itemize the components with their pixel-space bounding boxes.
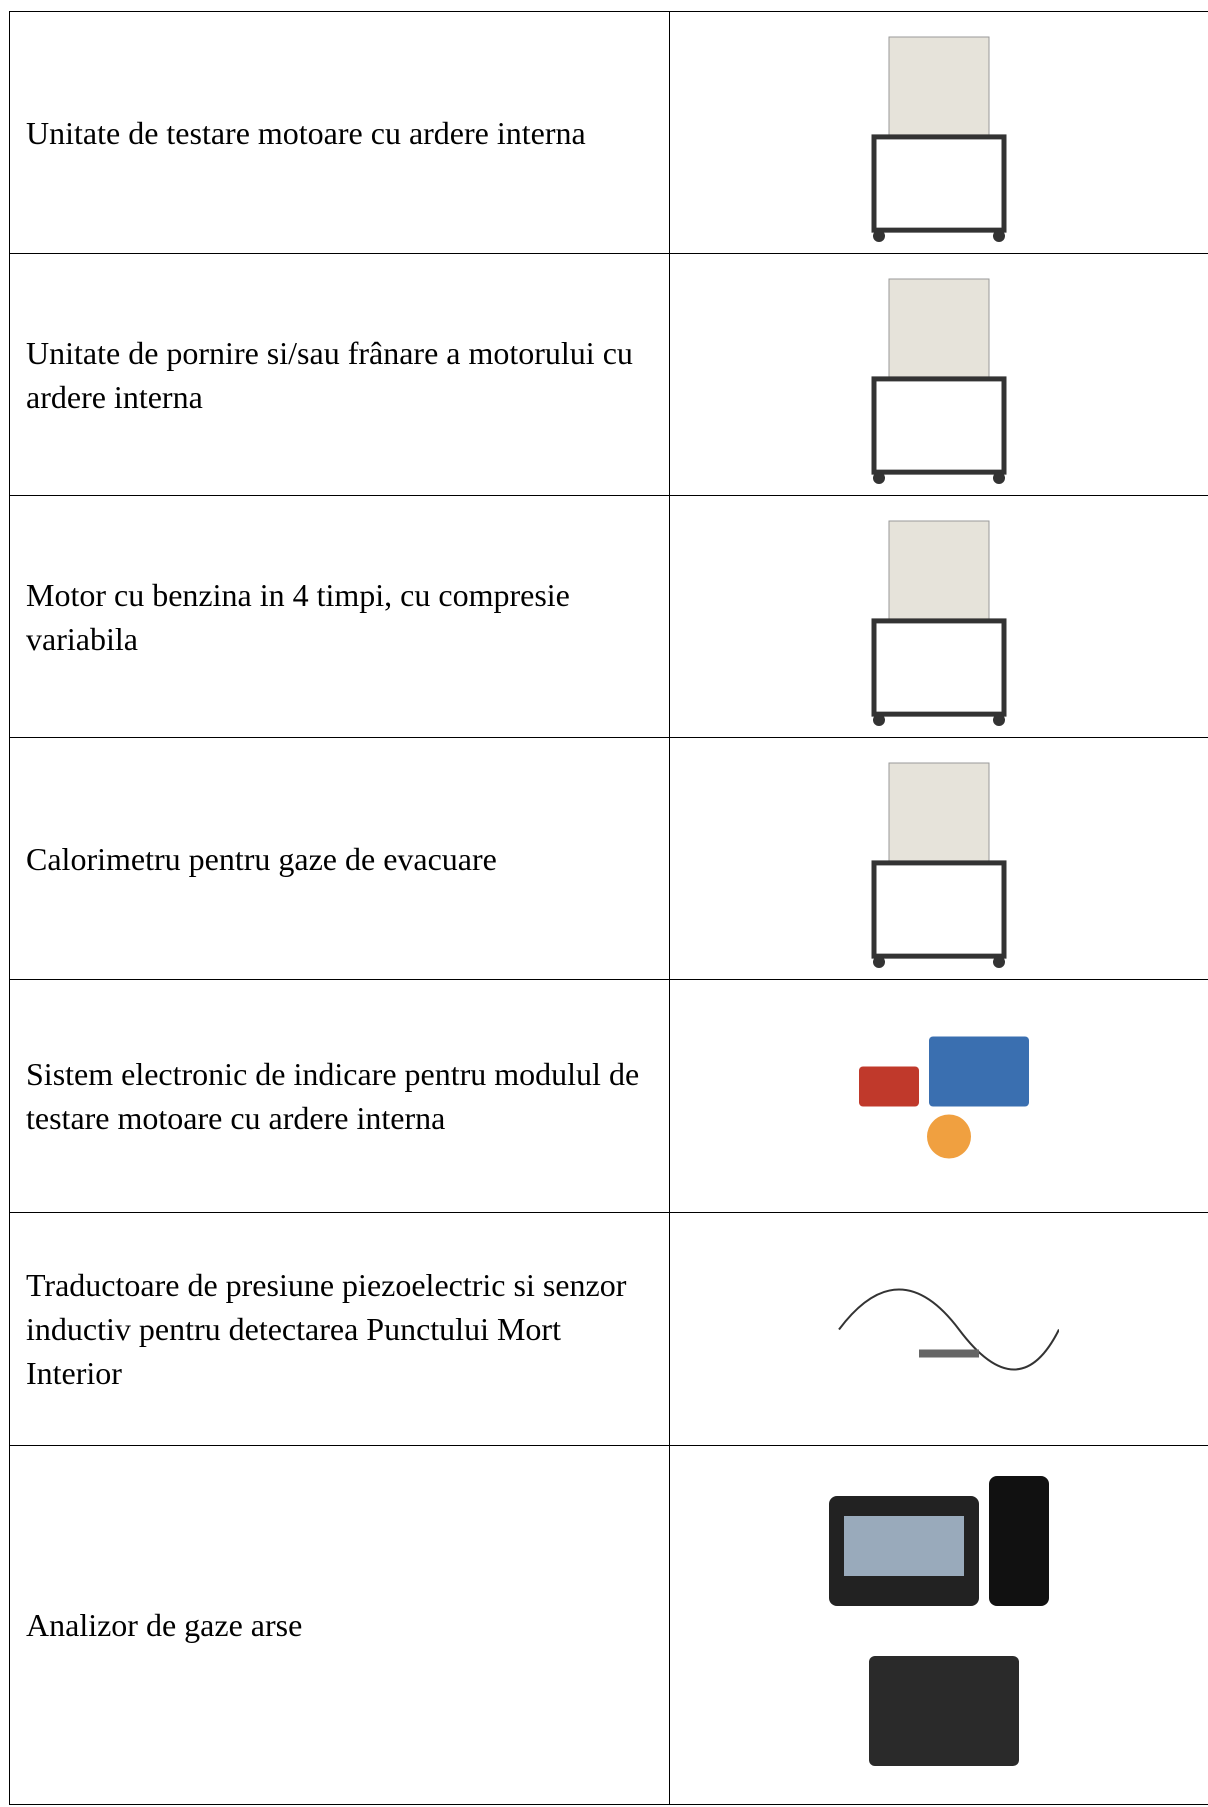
panel [888,520,990,621]
name-cell: Calorimetru pentru gaze de evacuare [9,738,670,979]
table-row: Unitate de pornire si/sau frânare a moto… [9,254,1208,496]
panel [888,36,990,137]
equipment-table: Unitate de testare motoare cu ardere int… [9,11,1208,1806]
device [929,1036,1029,1106]
image-cell [670,496,1208,737]
sensor [919,1349,979,1357]
image-cell [670,254,1208,495]
wheel [993,471,1005,484]
frame [871,133,1007,233]
wheel [873,229,885,242]
image-cell [670,738,1208,979]
frame [871,859,1007,959]
screen [844,1515,964,1576]
product-photo [871,36,1007,242]
wheel [993,955,1005,968]
image-cell [670,12,1208,253]
product-photo [838,1288,1059,1370]
table-row: Unitate de testare motoare cu ardere int… [9,12,1208,254]
product-photo [871,762,1007,968]
equipment-name: Motor cu benzina in 4 timpi, cu compresi… [26,576,570,657]
table-row: Calorimetru pentru gaze de evacuare [9,738,1208,980]
image-cell [670,1213,1208,1445]
product-photo [871,278,1007,484]
cd [927,1114,971,1158]
wheel [873,471,885,484]
product-photo [829,1475,1049,1766]
name-cell: Motor cu benzina in 4 timpi, cu compresi… [9,496,670,737]
name-cell: Unitate de pornire si/sau frânare a moto… [9,254,670,495]
panel [888,762,990,863]
product-photo [859,1036,1029,1158]
product-photo [871,520,1007,726]
frame [871,617,1007,717]
equipment-name: Unitate de pornire si/sau frânare a moto… [26,334,633,415]
device [859,1066,919,1106]
image-cell [670,980,1208,1212]
wheel [873,713,885,726]
equipment-name: Analizor de gaze arse [26,1607,303,1643]
frame [871,375,1007,475]
name-cell: Traductoare de presiune piezoelectric si… [9,1213,670,1445]
table-row: Sistem electronic de indicare pentru mod… [9,980,1208,1213]
handheld [989,1475,1049,1606]
cable [838,1288,1059,1370]
opacimeter [869,1655,1019,1766]
equipment-name: Calorimetru pentru gaze de evacuare [26,840,497,877]
wheel [993,713,1005,726]
name-cell: Analizor de gaze arse [9,1446,670,1804]
wheel [993,229,1005,242]
name-cell: Unitate de testare motoare cu ardere int… [9,12,670,253]
name-cell: Sistem electronic de indicare pentru mod… [9,980,670,1212]
wheel [873,955,885,968]
table-row: Motor cu benzina in 4 timpi, cu compresi… [9,496,1208,738]
panel [888,278,990,379]
table-row: Traductoare de presiune piezoelectric si… [9,1213,1208,1446]
image-cell [670,1446,1208,1804]
equipment-name: Sistem electronic de indicare pentru mod… [26,1056,640,1136]
equipment-name: Traductoare de presiune piezoelectric si… [26,1267,627,1391]
equipment-name: Unitate de testare motoare cu ardere int… [26,114,586,151]
table-row: Analizor de gaze arse [9,1446,1208,1805]
